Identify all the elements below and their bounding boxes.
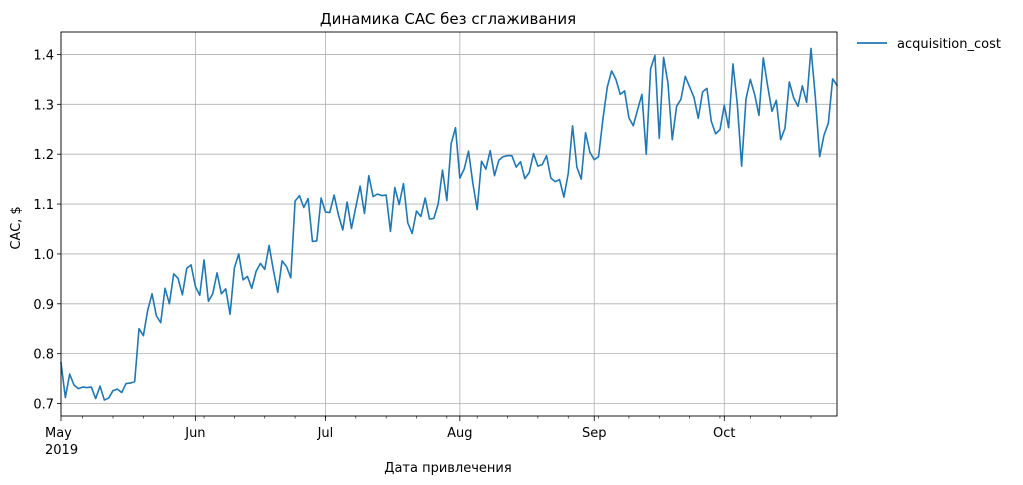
y-tick-label: 0.7 xyxy=(33,398,54,413)
y-tick-label: 1.0 xyxy=(33,248,54,263)
chart-title: Динамика CAC без сглаживания xyxy=(320,10,576,28)
y-tick-label: 0.9 xyxy=(33,298,54,313)
legend-label-acquisition-cost: acquisition_cost xyxy=(897,37,1001,52)
plot-area-frame xyxy=(60,31,838,417)
x-tick-label: May xyxy=(45,426,72,441)
y-tick-label: 1.2 xyxy=(33,148,54,163)
y-tick-label: 0.8 xyxy=(33,348,54,363)
y-tick-label: 1.4 xyxy=(33,48,54,63)
x-tick-label: Jul xyxy=(317,426,334,441)
y-tick-label: 1.1 xyxy=(33,198,54,213)
x-tick-label: Oct xyxy=(713,426,735,441)
x-tick-sublabel: 2019 xyxy=(45,443,78,458)
y-axis-title: CAC, $ xyxy=(9,206,24,249)
legend: acquisition_cost xyxy=(857,37,1001,52)
y-tick-label: 1.3 xyxy=(33,98,54,113)
series-line-acquisition-cost xyxy=(60,47,839,401)
x-tick-label: Jun xyxy=(184,426,205,441)
tick-labels: 0.7 0.8 0.9 1.0 1.1 1.2 1.3 1.4 May 2019 Jun Jul Aug… xyxy=(33,48,735,458)
x-tick-label: Aug xyxy=(447,426,472,441)
axis-ticks xyxy=(57,54,812,421)
x-tick-label: Sep xyxy=(582,426,607,441)
x-axis-title: Дата привлечения xyxy=(384,461,511,476)
grid xyxy=(60,32,837,416)
